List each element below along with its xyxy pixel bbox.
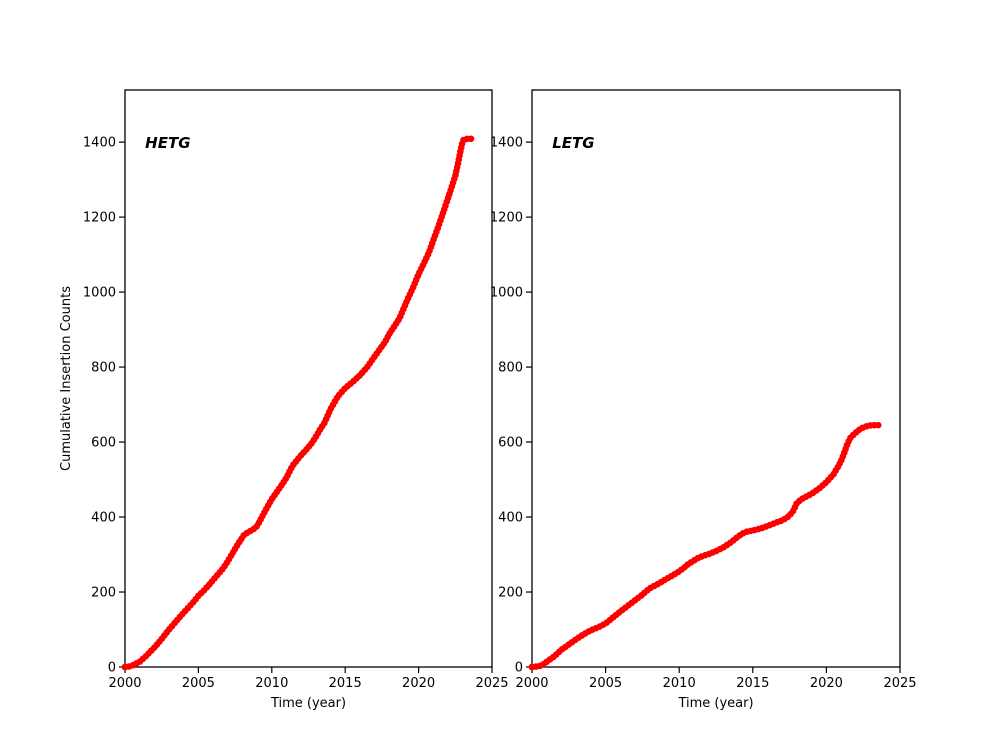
y-axis-tick-label: 1400: [490, 136, 523, 151]
data-point: [467, 135, 475, 143]
y-axis-tick-label: 800: [91, 361, 116, 376]
x-axis-label: Time (year): [270, 696, 346, 711]
y-axis-tick-label: 200: [498, 586, 523, 601]
panel-title: HETG: [145, 134, 190, 152]
y-axis-tick-label: 200: [91, 586, 116, 601]
y-axis-label: Cumulative Insertion Counts: [59, 286, 74, 471]
y-axis-tick-label: 0: [515, 661, 523, 676]
x-axis-tick-label: 2010: [663, 676, 696, 691]
x-axis-label: Time (year): [677, 696, 753, 711]
x-axis-tick-label: 2020: [402, 676, 435, 691]
y-axis-tick-label: 600: [498, 436, 523, 451]
y-axis-tick-label: 1200: [490, 211, 523, 226]
letg-series: [528, 421, 882, 671]
x-axis-tick-label: 2015: [329, 676, 362, 691]
panel-frame: [124, 89, 493, 668]
x-axis-tick-label: 2005: [589, 676, 622, 691]
y-axis-tick-label: 1000: [83, 286, 116, 301]
y-axis-tick-label: 800: [498, 361, 523, 376]
panel-letg: 2000 2005 2010 2015 2020 2025 0 200 400 600 800 100…: [490, 89, 917, 711]
x-axis-tick-label: 2025: [883, 676, 916, 691]
y-axis-tick-label: 1200: [83, 211, 116, 226]
x-axis-tick-label: 2020: [810, 676, 843, 691]
x-axis-tick-label: 2015: [736, 676, 769, 691]
data-point: [874, 421, 882, 429]
x-axis-tick-label: 2010: [255, 676, 288, 691]
x-axis-tick-label: 2000: [515, 676, 548, 691]
x-axis-tick-label: 2005: [182, 676, 215, 691]
y-axis-tick-label: 1000: [490, 286, 523, 301]
panel-hetg: 2000 2005 2010 2015 2020 2025 0 200 400 600 800 100…: [59, 89, 509, 711]
y-axis-tick-label: 0: [108, 661, 116, 676]
x-axis-tick-label: 2025: [475, 676, 508, 691]
y-axis-tick-label: 600: [91, 436, 116, 451]
panel-frame: [531, 89, 901, 668]
y-axis-tick-label: 1400: [83, 136, 116, 151]
hetg-series: [121, 135, 475, 671]
y-axis-tick-label: 400: [498, 511, 523, 526]
x-axis-tick-label: 2000: [108, 676, 141, 691]
panel-title: LETG: [552, 134, 594, 152]
y-axis-tick-label: 400: [91, 511, 116, 526]
